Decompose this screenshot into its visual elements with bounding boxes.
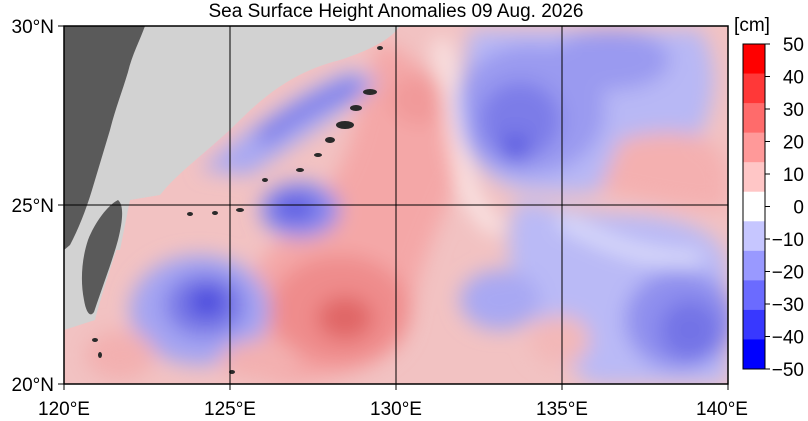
x-axis-labels: 120°E 125°E 130°E 135°E 140°E: [38, 399, 748, 420]
colorbar-tick-label: 30: [783, 100, 804, 121]
colorbar-tick-label: −50: [772, 360, 804, 381]
colorbar-tick-label: 0: [793, 198, 804, 219]
axis-tick-marks: [58, 25, 729, 390]
china-coast-land: [64, 26, 145, 250]
colorbar-unit: [cm]: [734, 15, 770, 36]
x-tick-label: 130°E: [370, 399, 422, 420]
y-tick-label: 20°N: [12, 375, 54, 396]
colorbar-band: [743, 250, 765, 281]
x-tick-label: 135°E: [536, 399, 588, 420]
colorbar-tick-label: −40: [772, 328, 804, 349]
graticule: [64, 26, 728, 384]
colorbar-band: [743, 280, 765, 311]
colorbar-band: [743, 309, 765, 340]
x-tick-label: 120°E: [38, 399, 90, 420]
y-axis-labels: 30°N 25°N 20°N: [12, 17, 54, 396]
map-title: Sea Surface Height Anomalies 09 Aug. 202…: [209, 1, 584, 22]
colorbar: [cm] 50 40 30 20 10 0 −10 −20 −30 −40 −50: [734, 15, 804, 381]
y-tick-label: 30°N: [12, 17, 54, 38]
colorbar-band: [743, 339, 765, 370]
colorbar-bands: [743, 44, 765, 370]
x-tick-label: 125°E: [204, 399, 256, 420]
colorbar-band: [743, 73, 765, 104]
colorbar-band: [743, 132, 765, 163]
colorbar-band: [743, 162, 765, 193]
colorbar-tick-label: −20: [772, 263, 804, 284]
masked-shelf-region: [64, 26, 400, 250]
colorbar-band: [743, 44, 765, 75]
colorbar-tick-label: 10: [783, 165, 804, 186]
colorbar-tick-label: 40: [783, 68, 804, 89]
colorbar-tick-label: −30: [772, 295, 804, 316]
x-tick-label: 140°E: [696, 399, 748, 420]
colorbar-band: [743, 103, 765, 134]
taiwan-island-land: [81, 200, 123, 315]
y-tick-label: 25°N: [12, 196, 54, 217]
colorbar-tick-label: 20: [783, 133, 804, 154]
colorbar-tick-label: 50: [783, 35, 804, 56]
colorbar-tick-label: −10: [772, 230, 804, 251]
anomaly-field: [85, 30, 728, 384]
map-plot-area: [64, 26, 728, 384]
colorbar-band: [743, 221, 765, 252]
colorbar-labels: 50 40 30 20 10 0 −10 −20 −30 −40 −50: [765, 35, 804, 381]
colorbar-band: [743, 191, 765, 222]
